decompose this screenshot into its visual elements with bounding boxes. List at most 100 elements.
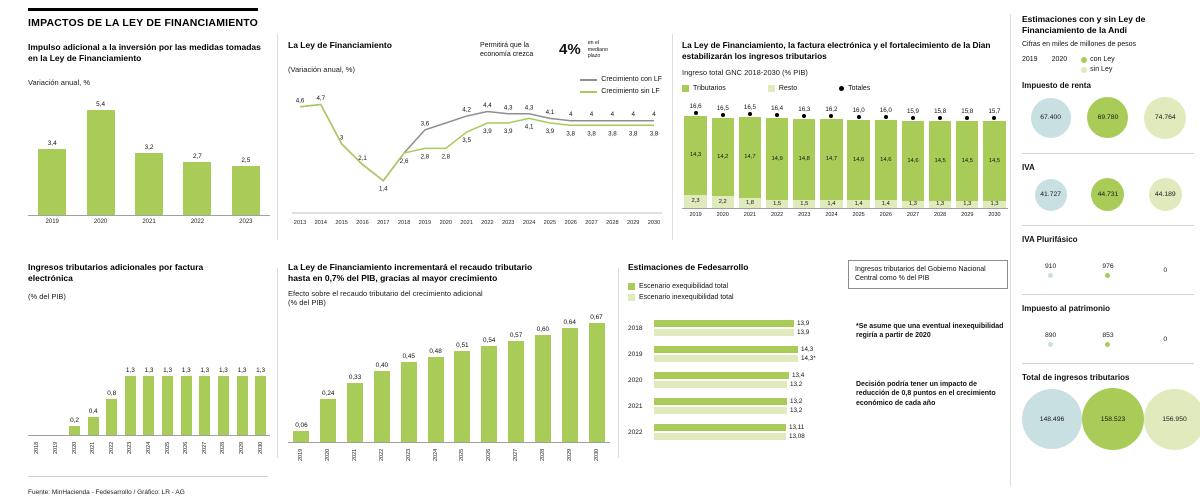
gnc-stacked-chart: 16,6 14,3 2,3 16,5 14,2 2,2 16,5 14,7 1,… [682, 102, 1008, 218]
bar-exequibilidad [654, 424, 786, 431]
bar-value-label: 13,08 [789, 433, 805, 440]
bar [135, 153, 164, 216]
point-label: 4,1 [525, 123, 534, 130]
line-swatch-green [580, 90, 598, 93]
total-dot [802, 113, 807, 118]
bar-column: 0,48 [422, 348, 449, 442]
point-label: 3,8 [629, 130, 638, 137]
x-tick-label: 2018 [398, 220, 410, 226]
category-label: 2023 [405, 448, 412, 462]
bar [86, 110, 115, 216]
bubble [1048, 272, 1054, 278]
source-text: Fuente: MinHacienda - Fedesarrollo / Grá… [28, 489, 185, 496]
hbar-pair: 14,3 14,3* [654, 346, 816, 362]
segment-value-label: 14,6 [907, 157, 919, 164]
stacked-bar: 14,9 1,5 [765, 117, 789, 208]
point-label: 4,3 [504, 104, 513, 111]
inversion-bar-chart: 3,4 5,4 3,2 2,7 2,5 2019 2020 2021 2022 2023 [28, 99, 270, 225]
category-label: 2030 [988, 211, 1001, 218]
segment-value-label: 1,4 [881, 200, 890, 207]
bar [534, 335, 551, 442]
page-header: IMPACTOS DE LA LEY DE FINANCIAMIENTO [28, 8, 278, 29]
stacked-column: 16,2 14,7 1,4 [818, 106, 845, 208]
category-label: 2022 [190, 219, 205, 226]
bar-value-label: 0,51 [456, 342, 469, 349]
segment-tributarios: 14,7 [820, 118, 843, 200]
bar-value-label: 13,4 [792, 372, 805, 379]
segment-value-label: 14,5 [934, 157, 946, 164]
bar [454, 351, 471, 442]
bar-value-label: 13,11 [789, 424, 805, 431]
point-label: 4,1 [546, 109, 555, 116]
x-tick-label: 2016 [356, 220, 368, 226]
bar-column: 2,5 [222, 157, 270, 216]
bubble-value-label: 910 [1044, 262, 1057, 270]
stacked-column: 15,7 14,5 1,3 [981, 108, 1008, 208]
segment-value-label: 2,2 [718, 198, 727, 205]
bar-value-label: 1,3 [125, 367, 135, 375]
bubble-value-label: 853 [1102, 331, 1114, 339]
total-value-label: 16,6 [689, 102, 702, 110]
bar-value-label: 13,2 [790, 398, 803, 405]
fedesarrollo-note-asterisk: *Se asume que una eventual inexequibilid… [856, 323, 1004, 340]
x-tick-label: 2029 [627, 220, 639, 226]
bar-value-label: 13,9 [797, 329, 810, 336]
x-tick-label: 2022 [481, 220, 493, 226]
dot-light-green [1081, 66, 1088, 73]
andi-section: Impuesto al patrimonio 890 853 0 [1022, 294, 1194, 351]
callout-suffix: en el mediano plazo [587, 40, 609, 60]
segment-value-label: 1,3 [963, 201, 972, 208]
panel-crecimiento: La Ley de Financiamiento (Variación anua… [288, 40, 666, 252]
stacked-bar: 14,8 1,5 [793, 118, 816, 208]
category-label: 2024 [432, 448, 439, 462]
bar-value-label: 5,4 [96, 101, 106, 109]
bar-inexequibilidad [654, 329, 794, 336]
bar [183, 162, 212, 216]
hbar-pair: 13,4 13,2 [654, 372, 804, 388]
legend-item-exequibilidad: Escenario exequibilidad total [628, 283, 1008, 291]
panel-gnc: La Ley de Financiamiento, la factura ele… [682, 40, 1008, 250]
category-label: 2022 [770, 211, 784, 218]
hbar-pair: 13,9 13,9 [654, 320, 809, 336]
bars-area: 16,6 14,3 2,3 16,5 14,2 2,2 16,5 14,7 1,… [682, 102, 1008, 208]
x-tick-label: 2013 [294, 220, 306, 226]
swatch-green [628, 283, 635, 291]
bar [347, 383, 364, 442]
gnc-subtitle: Ingreso total GNC 2018-2030 (% PIB) [682, 67, 808, 77]
legend-label: Tributarios [693, 84, 726, 92]
bubble: 158.523 [1082, 388, 1144, 451]
bubble-value-label: 44.189 [1154, 191, 1176, 199]
bar-value-label: 1,3 [163, 367, 173, 375]
total-dot [965, 115, 970, 120]
stacked-column: 16,4 14,9 1,5 [764, 105, 791, 208]
bar-value-label: 0,4 [88, 408, 98, 416]
bar [508, 341, 525, 442]
bubble-cell: 0 [1137, 336, 1194, 343]
category-label: 2023 [798, 211, 811, 218]
divider [672, 34, 673, 240]
recaudo-bar-chart: 0,06 0,24 0,33 0,40 0,45 0,48 0,51 0,54 0,57 0,60… [288, 310, 610, 467]
segment-value-label: 14,7 [744, 154, 756, 161]
hbar-group: 2019 14,3 14,3* [628, 346, 843, 362]
efactura-bar-chart: 0,2 0,4 0,8 1,3 1,3 1,3 1,3 1,3 1,3 1,3 1,3 2018 201… [28, 307, 270, 460]
panel-recaudo: La Ley de Financiamiento incrementará el… [288, 262, 610, 472]
recaudo-subtitle: Efecto sobre el recaudo tributario del c… [288, 289, 483, 308]
point-label: 3 [340, 134, 344, 141]
total-dot [938, 115, 943, 120]
x-tick-label: 2015 [335, 220, 347, 226]
andi-section: Impuesto de renta 67.400 69.780 74.764 [1022, 81, 1194, 141]
crecimiento-title: La Ley de Financiamiento [288, 40, 392, 50]
segment-resto: 1,3 [956, 200, 979, 208]
legend-label: Resto [778, 84, 798, 92]
category-label: 2027 [201, 442, 208, 455]
bubble [1105, 272, 1111, 278]
bar-column: 0,57 [503, 332, 530, 442]
category-label: 2021 [352, 448, 359, 462]
panel-andi: Estimaciones con y sin Ley de Financiami… [1022, 14, 1200, 492]
inversion-subtitle: Variación anual, % [28, 78, 90, 88]
total-dot [720, 112, 725, 117]
stacked-bar: 14,6 1,3 [901, 120, 925, 208]
bar-inexequibilidad [654, 433, 786, 440]
bubble-cell: 890 [1022, 332, 1079, 347]
page-footer: Fuente: MinHacienda - Fedesarrollo / Grá… [28, 481, 185, 497]
